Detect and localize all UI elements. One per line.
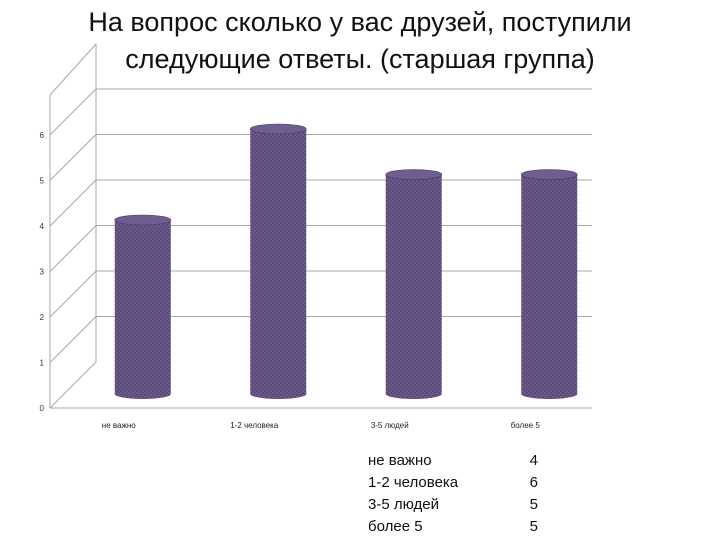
table-row: 3-5 людей 5 bbox=[368, 494, 538, 516]
bar-top bbox=[385, 169, 443, 180]
table-row-value: 6 bbox=[529, 474, 538, 491]
bars bbox=[114, 123, 578, 399]
bar-body bbox=[385, 174, 442, 394]
grid-line-diagonal bbox=[49, 225, 97, 272]
y-tick-label: 4 bbox=[40, 222, 45, 231]
grid-line-diagonal bbox=[49, 179, 97, 227]
top-edge bbox=[49, 43, 97, 96]
bar-base bbox=[385, 389, 442, 399]
axes bbox=[49, 43, 592, 409]
x-tick-label: 3-5 людей bbox=[371, 421, 409, 430]
bar bbox=[385, 169, 443, 399]
grid-lines bbox=[49, 88, 592, 363]
bar-base bbox=[250, 389, 307, 399]
bar bbox=[249, 123, 307, 399]
table-row: 1-2 человека 6 bbox=[368, 472, 538, 494]
y-tick-label: 6 bbox=[40, 131, 45, 140]
y-tick-label: 2 bbox=[40, 313, 45, 322]
y-tick-label: 1 bbox=[40, 359, 45, 368]
bar-base bbox=[521, 389, 578, 399]
grid-line-diagonal bbox=[49, 316, 97, 363]
grid-line-diagonal bbox=[49, 88, 97, 136]
table-row-value: 4 bbox=[529, 452, 538, 469]
chart-title: На вопрос сколько у вас друзей, поступил… bbox=[20, 4, 700, 78]
values-table: не важно 4 1-2 человека 6 3-5 людей 5 бо… bbox=[368, 450, 538, 538]
bar-body bbox=[250, 129, 307, 394]
table-row-value: 5 bbox=[529, 518, 538, 535]
table-row-label: более 5 bbox=[368, 518, 423, 535]
bar bbox=[520, 169, 578, 399]
y-tick-label: 5 bbox=[40, 177, 45, 186]
chart-title-line-2: следующие ответы. (старшая группа) bbox=[125, 44, 595, 74]
grid-line-diagonal bbox=[49, 270, 97, 318]
table-row-value: 5 bbox=[529, 496, 538, 513]
bar-top bbox=[249, 123, 307, 135]
x-tick-label: 1-2 человека bbox=[230, 421, 279, 430]
x-tick-label: более 5 bbox=[511, 421, 541, 430]
bar-base bbox=[114, 389, 171, 399]
bar-top bbox=[520, 169, 578, 180]
bar bbox=[114, 214, 172, 399]
table-row-label: не важно bbox=[368, 452, 432, 469]
grid-line-diagonal bbox=[49, 134, 97, 181]
y-tick-label: 3 bbox=[40, 268, 45, 277]
x-tick-label: не важно bbox=[102, 421, 136, 430]
bar-body bbox=[114, 220, 171, 394]
y-tick-label: 0 bbox=[40, 404, 45, 413]
axis-labels: 0 1 2 3 4 5 6 не важно 1-2 человека 3-5 людей боле… bbox=[40, 131, 541, 430]
bar-body bbox=[521, 174, 578, 394]
floor-edge bbox=[49, 361, 97, 409]
table-row: более 5 5 bbox=[368, 516, 538, 538]
table-row-label: 1-2 человека bbox=[368, 474, 459, 491]
bar-top bbox=[114, 214, 172, 226]
table-row: не важно 4 bbox=[368, 450, 538, 472]
table-row-label: 3-5 людей bbox=[368, 496, 439, 513]
chart-title-line-1: На вопрос сколько у вас друзей, поступил… bbox=[88, 7, 632, 37]
